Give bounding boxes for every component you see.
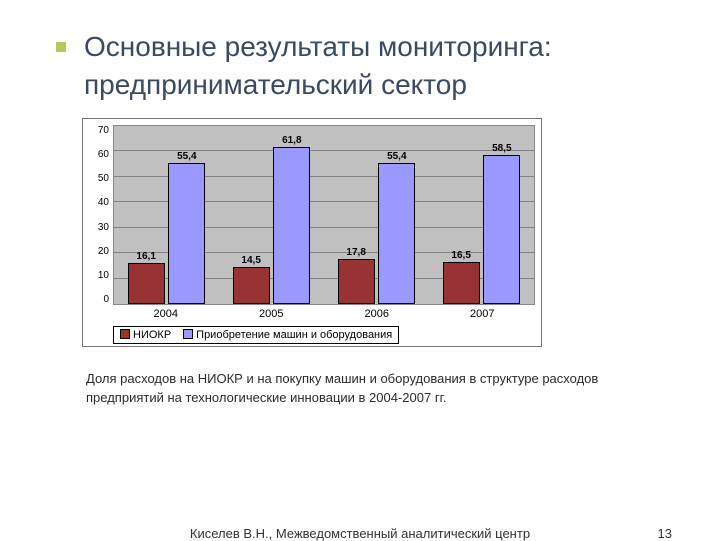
bar	[233, 267, 270, 304]
bar-group: 17,8 55,4	[330, 126, 422, 304]
y-tick: 40	[89, 197, 109, 208]
legend-label: Приобретение машин и оборудования	[196, 329, 392, 341]
y-tick: 60	[89, 149, 109, 160]
bar	[338, 259, 375, 304]
legend-item: Приобретение машин и оборудования	[183, 329, 392, 341]
footer-author: Киселев В.Н., Межведомственный аналитиче…	[0, 526, 720, 541]
x-tick: 2005	[219, 305, 325, 323]
x-axis: 2004200520062007	[113, 305, 535, 323]
caption-line-1: Доля расходов на НИОКР и на покупку маши…	[86, 371, 598, 386]
slide: Основные результаты мониторинга: предпри…	[0, 0, 720, 540]
page-number: 13	[658, 526, 672, 541]
bar-value-label: 14,5	[233, 255, 270, 266]
x-tick: 2004	[113, 305, 219, 323]
bar-value-label: 55,4	[378, 151, 415, 162]
bar-value-label: 16,1	[128, 251, 165, 262]
y-tick: 10	[89, 270, 109, 281]
bar-group: 14,5 61,8	[225, 126, 317, 304]
legend-item: НИОКР	[120, 329, 171, 341]
bar-value-label: 55,4	[168, 151, 205, 162]
bar-group: 16,1 55,4	[120, 126, 212, 304]
legend-swatch-icon	[183, 329, 193, 339]
y-axis: 70 60 50 40 30 20 10 0	[89, 125, 113, 305]
chart: 70 60 50 40 30 20 10 0 16,1 55,4 14,5 61,8 17,8 55,4…	[89, 125, 535, 344]
x-tick: 2007	[430, 305, 536, 323]
x-tick: 2006	[324, 305, 430, 323]
title-line-1: Основные результаты мониторинга:	[84, 28, 672, 66]
title-bullet-icon	[56, 42, 66, 52]
legend: НИОКР Приобретение машин и оборудования	[113, 326, 399, 344]
y-tick: 0	[89, 294, 109, 305]
bar-value-label: 17,8	[338, 247, 375, 258]
bar	[378, 163, 415, 304]
bar	[443, 262, 480, 304]
bar	[273, 147, 310, 304]
bar-value-label: 61,8	[273, 135, 310, 146]
title-line-2: предпринимательский сектор	[84, 66, 672, 104]
y-tick: 70	[89, 125, 109, 136]
bar	[483, 155, 520, 304]
y-tick: 50	[89, 173, 109, 184]
bar-group: 16,5 58,5	[435, 126, 527, 304]
y-tick: 30	[89, 222, 109, 233]
chart-caption: Доля расходов на НИОКР и на покупку маши…	[86, 369, 662, 407]
legend-label: НИОКР	[133, 329, 171, 341]
caption-line-2: предприятий на технологические инновации…	[86, 390, 446, 405]
bar-value-label: 16,5	[443, 250, 480, 261]
legend-swatch-icon	[120, 329, 130, 339]
plot-area: 16,1 55,4 14,5 61,8 17,8 55,4 16,5 58,5	[113, 125, 535, 305]
bar	[168, 163, 205, 304]
plot-wrap: 70 60 50 40 30 20 10 0 16,1 55,4 14,5 61,8 17,8 55,4…	[89, 125, 535, 305]
chart-panel: 70 60 50 40 30 20 10 0 16,1 55,4 14,5 61,8 17,8 55,4…	[82, 118, 542, 347]
y-tick: 20	[89, 246, 109, 257]
title-block: Основные результаты мониторинга: предпри…	[56, 28, 672, 104]
bar	[128, 263, 165, 304]
bar-value-label: 58,5	[483, 143, 520, 154]
